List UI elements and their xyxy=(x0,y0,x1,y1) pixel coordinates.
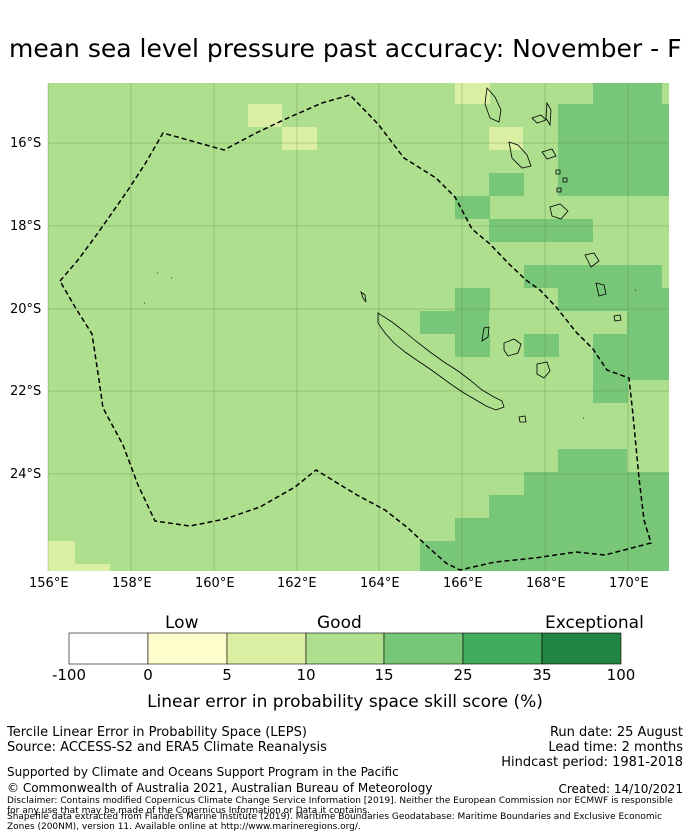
coastline-pentecost xyxy=(545,101,552,127)
lead-time: Lead time: 2 months xyxy=(548,740,683,755)
colorbar-tick: 100 xyxy=(606,666,636,684)
skill-cell-15-25 xyxy=(489,219,593,242)
skill-cell-15-25 xyxy=(524,265,662,288)
coastline-islet-1 xyxy=(144,272,636,419)
lon-label: 166°E xyxy=(443,576,483,591)
skill-cell-15-25 xyxy=(593,334,669,380)
colorbar-tick: 35 xyxy=(532,666,552,684)
legend-category-exceptional: Exceptional xyxy=(545,613,644,633)
colorbar-swatch xyxy=(68,632,149,665)
lat-label: 24°S xyxy=(10,467,42,482)
skill-cell-15-25 xyxy=(558,288,669,311)
skill-cell-5-10 xyxy=(75,564,110,571)
skill-cell-5-10 xyxy=(48,541,75,571)
skill-cell-15-25 xyxy=(593,380,628,403)
eez-boundary xyxy=(59,94,652,571)
colorbar-tick: 5 xyxy=(222,666,232,684)
legend-category-low: Low xyxy=(165,613,199,633)
skill-cell-15-25 xyxy=(593,83,662,104)
colorbar-tick: -100 xyxy=(51,666,87,684)
coastline-lifou xyxy=(503,338,522,357)
coastline-efate xyxy=(549,203,569,220)
lon-label: 160°E xyxy=(195,576,235,591)
colorbar-tick: 25 xyxy=(453,666,473,684)
lon-label: 168°E xyxy=(526,576,566,591)
coastline-belep xyxy=(360,290,367,303)
colorbar-swatch xyxy=(462,632,543,665)
product-name: Tercile Linear Error in Probability Spac… xyxy=(7,725,307,740)
colorbar-swatch xyxy=(541,632,622,665)
skill-cell-15-25 xyxy=(627,311,669,334)
lon-label: 156°E xyxy=(29,576,69,591)
copyright: © Commonwealth of Australia 2021, Austra… xyxy=(7,781,433,795)
skill-cell-15-25 xyxy=(489,495,524,571)
skill-cell-15-25 xyxy=(489,173,524,196)
colorbar-tick: 10 xyxy=(296,666,316,684)
coastline-mare xyxy=(536,361,551,379)
hindcast-period: Hindcast period: 1981-2018 xyxy=(501,755,683,770)
coastline-ambae xyxy=(531,114,547,124)
lat-label: 20°S xyxy=(10,302,42,317)
skill-cell-5-10 xyxy=(455,83,490,104)
skill-cell-5-10 xyxy=(489,127,523,150)
coastline-isle-of-pines xyxy=(518,415,527,423)
coastline-erromango xyxy=(584,252,600,268)
colorbar-swatch xyxy=(383,632,464,665)
skill-cell-15-25 xyxy=(524,334,559,357)
data-source: Source: ACCESS-S2 and ERA5 Climate Reana… xyxy=(7,740,327,755)
legend-category-good: Good xyxy=(317,613,362,633)
colorbar-title: Linear error in probability space skill … xyxy=(147,692,543,712)
skill-cell-15-25 xyxy=(455,334,490,357)
disclaimer: Disclaimer: Contains modified Copernicus… xyxy=(7,796,673,816)
skill-cell-15-25 xyxy=(420,541,455,571)
lon-label: 164°E xyxy=(360,576,400,591)
lon-label: 158°E xyxy=(112,576,152,591)
lat-label: 22°S xyxy=(10,384,42,399)
colorbar-tick: 0 xyxy=(143,666,153,684)
coastline-ouvea xyxy=(481,326,490,342)
coastline-espiritu-santo xyxy=(484,87,502,123)
coastline-aneityum xyxy=(613,314,622,322)
lon-label: 162°E xyxy=(277,576,317,591)
lat-label: 18°S xyxy=(10,219,42,234)
skill-cell-15-25 xyxy=(558,104,669,196)
lat-label: 16°S xyxy=(10,136,42,151)
colorbar-swatch xyxy=(147,632,228,665)
colorbar-tick: 15 xyxy=(374,666,394,684)
colorbar xyxy=(68,632,622,665)
skill-cell-15-25 xyxy=(455,518,490,571)
graticule xyxy=(47,83,669,571)
shapefile-credit: Shapefile data extracted from Flanders M… xyxy=(7,812,663,832)
support-note: Supported by Climate and Oceans Support … xyxy=(7,765,399,779)
skill-cell-15-25 xyxy=(455,196,490,219)
coastline-malekula xyxy=(508,141,532,169)
coastline-epi xyxy=(541,148,557,160)
coastlines xyxy=(144,87,636,423)
created-date: Created: 14/10/2021 xyxy=(558,782,683,796)
map-title: mean sea level pressure past accuracy: N… xyxy=(9,34,682,63)
lon-label: 170°E xyxy=(609,576,649,591)
run-date: Run date: 25 August xyxy=(549,725,683,740)
colorbar-swatch xyxy=(226,632,307,665)
coastline-new-caledonia xyxy=(377,312,505,411)
skill-cell-15-25 xyxy=(420,311,489,334)
skill-cell-5-10 xyxy=(248,104,282,127)
skill-cell-15-25 xyxy=(455,288,490,311)
skill-cells xyxy=(48,83,669,571)
skill-cell-15-25 xyxy=(558,449,627,472)
coastline-shepherds xyxy=(555,169,568,193)
coastline-tanna xyxy=(595,282,607,297)
skill-cell-5-10 xyxy=(282,127,317,150)
colorbar-swatch xyxy=(305,632,385,665)
